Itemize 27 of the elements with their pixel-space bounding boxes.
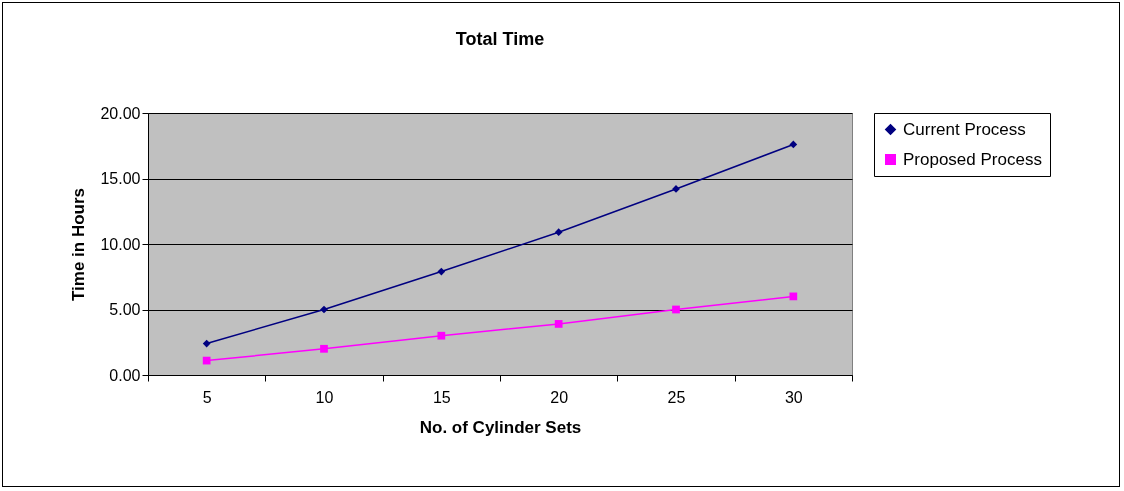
x-tick-label: 15 (432, 388, 451, 406)
point (437, 267, 446, 276)
x-tick-label: 25 (667, 388, 686, 406)
x-tick-label: 30 (784, 388, 803, 406)
y-tick-label: 10.00 (100, 235, 141, 253)
y-tick-label: 5.00 (109, 301, 141, 318)
legend-label: Current Process (903, 119, 1026, 139)
x-tick-label: 10 (315, 388, 334, 406)
point (554, 228, 563, 237)
y-tick-label: 15.00 (100, 170, 141, 187)
x-axis-title: No. of Cylinder Sets (419, 417, 582, 437)
point (554, 320, 563, 328)
point (437, 331, 446, 340)
point (672, 305, 680, 314)
x-tick-label: 5 (202, 388, 212, 406)
point (202, 339, 211, 348)
y-tick-label: 20.00 (100, 104, 141, 122)
y-axis-title: Time in Hours (69, 187, 89, 302)
point (789, 292, 798, 301)
chart-title: Total Time (455, 29, 545, 49)
legend-label: Proposed Process (903, 149, 1042, 169)
point (789, 140, 798, 149)
point (202, 356, 211, 365)
point (320, 305, 328, 314)
y-tick-label: 0.00 (109, 366, 141, 384)
point (320, 344, 328, 353)
x-tick-label: 20 (550, 388, 569, 406)
